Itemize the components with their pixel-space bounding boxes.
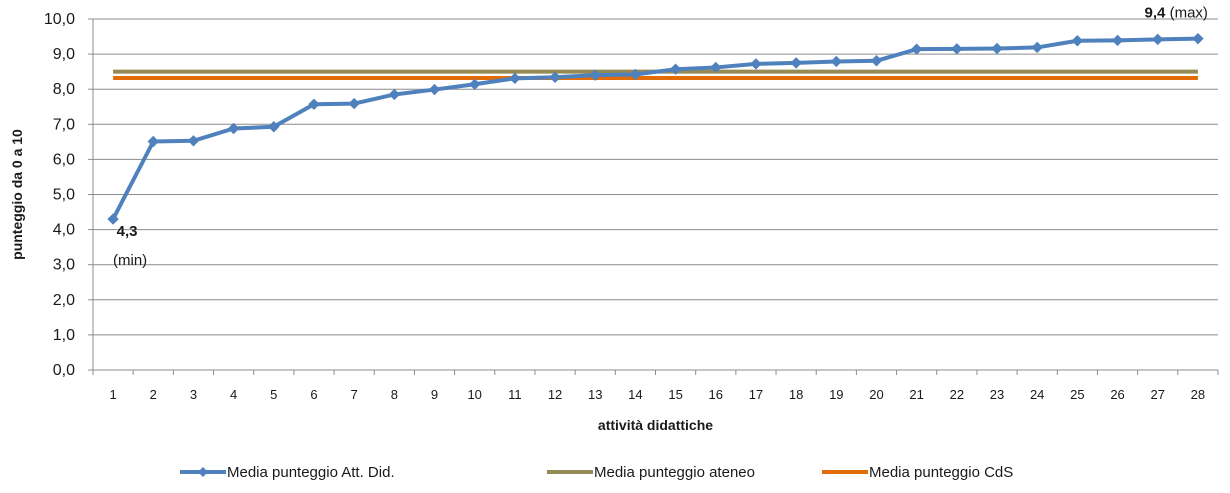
data-point (509, 72, 521, 85)
min-value-label: 4,3 (117, 223, 138, 240)
x-tick-label: 11 (508, 387, 522, 402)
x-tick-label: 27 (1150, 387, 1164, 402)
data-point (910, 43, 923, 55)
data-point (629, 68, 642, 81)
data-point (1071, 35, 1084, 47)
max-value-label: 9,4 (1145, 5, 1167, 22)
x-tick-label: 10 (467, 387, 481, 402)
data-point (147, 135, 159, 148)
x-tick-label: 28 (1191, 387, 1205, 402)
axes (88, 18, 1219, 375)
data-point (1192, 32, 1204, 45)
data-point (549, 71, 561, 83)
x-tick-label: 1 (109, 387, 116, 402)
data-point (107, 213, 119, 225)
x-tick-label: 19 (829, 387, 843, 402)
legend: Media punteggio Att. Did. Media punteggio… (180, 464, 1013, 481)
x-tick-label: 4 (230, 387, 237, 402)
data-point (710, 61, 722, 74)
data-point (870, 55, 883, 67)
y-tick-label: 8,0 (53, 81, 75, 98)
x-tick-label: 20 (869, 387, 883, 402)
x-tick-label: 14 (628, 387, 642, 402)
x-tick-label: 15 (668, 387, 682, 402)
y-tick-label: 7,0 (53, 116, 75, 133)
data-point (1152, 33, 1164, 46)
x-tick-label: 13 (588, 387, 602, 402)
x-tick-label: 22 (950, 387, 964, 402)
data-point (348, 97, 360, 110)
y-tick-label: 6,0 (53, 151, 75, 168)
data-point (1111, 34, 1124, 47)
max-label: (max) (1170, 5, 1208, 22)
y-tick-labels: 0,0 1,0 2,0 3,0 4,0 5,0 6,0 7,0 8,0 9,0 10,0 (44, 11, 75, 379)
y-tick-label: 3,0 (53, 257, 75, 274)
series-line (111, 36, 1198, 220)
x-axis-title: attività didattiche (598, 417, 713, 433)
min-label: (min) (113, 252, 147, 269)
x-tick-label: 23 (990, 387, 1004, 402)
data-point (388, 88, 401, 101)
x-tick-label: 18 (789, 387, 803, 402)
x-tick-label: 16 (709, 387, 723, 402)
y-axis-title: punteggio da 0 a 10 (9, 129, 25, 260)
x-tick-label: 6 (310, 387, 317, 402)
x-tick-label: 2 (150, 387, 157, 402)
data-point (790, 57, 802, 69)
legend-marker (198, 467, 208, 477)
data-point (428, 83, 441, 96)
x-tick-label: 26 (1110, 387, 1124, 402)
data-point (951, 43, 963, 55)
x-tick-label: 21 (909, 387, 923, 402)
x-tick-label: 8 (391, 387, 398, 402)
y-tick-label: 1,0 (53, 327, 75, 344)
y-tick-label: 4,0 (53, 222, 75, 239)
legend-label: Media punteggio CdS (869, 464, 1013, 481)
legend-label: Media punteggio ateneo (594, 464, 755, 481)
data-point (669, 63, 682, 75)
x-tick-label: 7 (351, 387, 358, 402)
x-tick-label: 24 (1030, 387, 1044, 402)
y-tick-label: 9,0 (53, 46, 75, 63)
y-tick-label: 2,0 (53, 292, 75, 309)
y-tick-label: 5,0 (53, 187, 75, 204)
y-tick-label: 10,0 (44, 11, 75, 28)
data-point (750, 58, 762, 70)
annotations: 4,3 (min) 9,4 (max) (113, 5, 1208, 269)
data-point (468, 78, 481, 90)
x-tick-label: 17 (749, 387, 763, 402)
data-point (991, 42, 1003, 55)
y-tick-label: 0,0 (53, 362, 75, 379)
data-point (589, 69, 601, 81)
x-tick-label: 9 (431, 387, 438, 402)
data-point (830, 55, 843, 68)
x-tick-label: 25 (1070, 387, 1084, 402)
legend-label: Media punteggio Att. Did. (227, 464, 395, 481)
x-tick-label: 3 (190, 387, 197, 402)
data-point (227, 122, 240, 135)
data-point (1031, 41, 1043, 54)
series (107, 32, 1204, 225)
x-tick-label: 12 (548, 387, 562, 402)
x-tick-label: 5 (270, 387, 277, 402)
max-annotation: 9,4 (max) (1145, 5, 1208, 22)
data-point (268, 121, 280, 133)
gridlines (93, 18, 1218, 371)
x-tick-labels: 1 2 3 4 5 6 7 8 9 10 11 12 13 14 15 16 17 18 19 20 21 22 23 24 2… (109, 387, 1205, 402)
data-point (308, 98, 320, 111)
data-point (187, 135, 200, 147)
